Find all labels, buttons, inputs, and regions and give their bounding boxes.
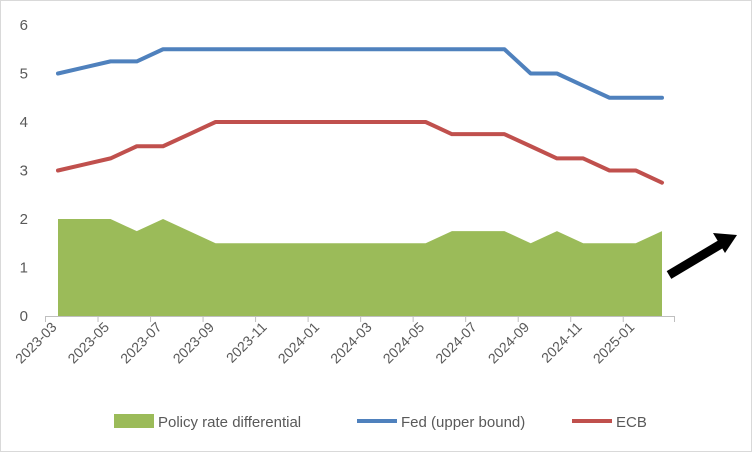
series-line-fed-upper-bound: [56, 47, 664, 100]
x-tick-label: 2023-11: [223, 319, 270, 366]
x-tick-label: 2024-09: [485, 319, 533, 367]
y-tick-label: 0: [20, 308, 28, 325]
legend-label-policy-rate-differential: Policy rate differential: [158, 414, 301, 431]
x-tick-label: 2024-07: [432, 319, 480, 367]
x-tick-label: 2023-05: [64, 319, 112, 367]
series-area-policy-rate-differential: [58, 219, 662, 316]
legend-label-ecb: ECB: [616, 414, 647, 431]
arrow-annotation-head: [713, 233, 737, 253]
arrow-annotation-shaft: [666, 240, 724, 279]
x-tick-label: 2024-03: [327, 319, 375, 367]
y-tick-label: 3: [20, 163, 28, 180]
legend-label-fed-upper-bound: Fed (upper bound): [401, 414, 525, 431]
x-tick-label: 2023-03: [12, 319, 60, 367]
legend-swatch-policy-rate-differential: [114, 414, 154, 428]
x-tick-label: 2024-11: [538, 319, 585, 366]
y-tick-label: 5: [20, 66, 28, 83]
x-tick-label: 2023-07: [117, 319, 165, 367]
y-tick-label: 2: [20, 211, 28, 228]
y-tick-label: 4: [20, 114, 28, 131]
x-tick-label: 2024-05: [380, 319, 428, 367]
x-tick-label: 2023-09: [170, 319, 218, 367]
series-line-ecb: [56, 120, 664, 185]
x-tick-label: 2024-01: [275, 319, 323, 367]
x-tick-label: 2025-01: [590, 319, 638, 367]
y-tick-label: 6: [20, 17, 28, 34]
y-tick-label: 1: [20, 260, 28, 277]
